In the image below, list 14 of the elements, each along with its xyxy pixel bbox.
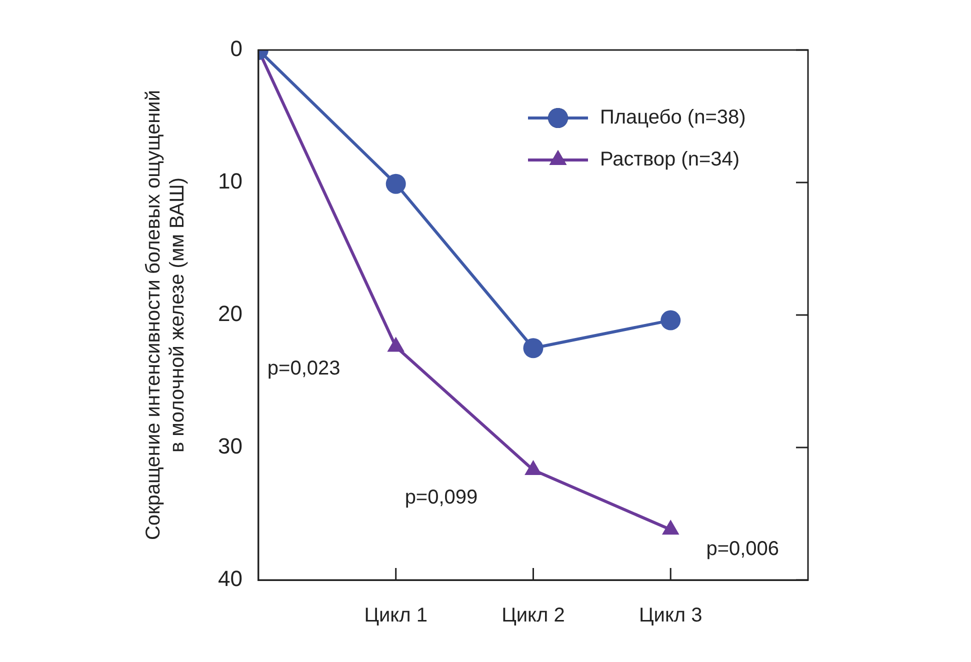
y-tick-label: 40 [218,566,242,592]
legend-label: Раствор (n=34) [600,148,740,171]
y-tick-label: 10 [218,168,242,194]
y-tick-label: 20 [218,301,242,326]
x-tick-label: Цикл 2 [502,604,565,627]
annotation: p=0,099 [404,486,478,509]
y-tick-label: 30 [218,434,242,459]
x-tick-label: Цикл 3 [638,604,702,627]
y-axis-title: Сокращение интенсивности болевых ощущений в молочной железе (мм ВАШ) [142,90,189,540]
y-tick-label: 0 [230,36,242,62]
x-tick-label: Цикл 1 [364,604,428,627]
annotation: p=0,006 [706,538,780,560]
annotation: p=0,023 [267,357,340,380]
legend-label: Плацебо (n=38) [600,106,746,129]
